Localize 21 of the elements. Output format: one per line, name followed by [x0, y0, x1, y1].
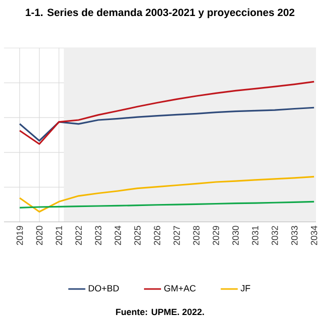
x-tick-label: 2020 — [36, 226, 42, 246]
legend-label: JF — [240, 285, 250, 292]
x-tick-label: 2033 — [291, 226, 298, 246]
x-tick-label: 2021 — [56, 226, 62, 246]
legend-label: DO+BD — [88, 285, 119, 292]
x-tick-label: 2024 — [114, 226, 121, 246]
x-tick-label: 2029 — [212, 226, 220, 246]
x-tick-label: 2023 — [95, 226, 102, 246]
chart-title: 1-1. Series de demanda 2003-2021 y proyecciones 202 — [26, 8, 294, 18]
x-tick-label: 2019 — [16, 226, 23, 246]
x-tick-label: 2032 — [272, 226, 278, 246]
x-tick-label: 2028 — [193, 226, 200, 246]
source-note: Fuente: UPME. 2022. — [116, 308, 204, 316]
x-tick-label: 2027 — [174, 226, 180, 246]
x-tick-label: 2022 — [75, 226, 82, 246]
legend-label: GM+AC — [164, 285, 196, 292]
x-tick-label: 2034 — [310, 226, 318, 246]
x-tick-label: 2031 — [252, 226, 258, 246]
x-tick-label: 2030 — [232, 226, 239, 246]
x-tick-label: 2025 — [134, 226, 141, 246]
x-tick-label: 2026 — [154, 226, 160, 246]
